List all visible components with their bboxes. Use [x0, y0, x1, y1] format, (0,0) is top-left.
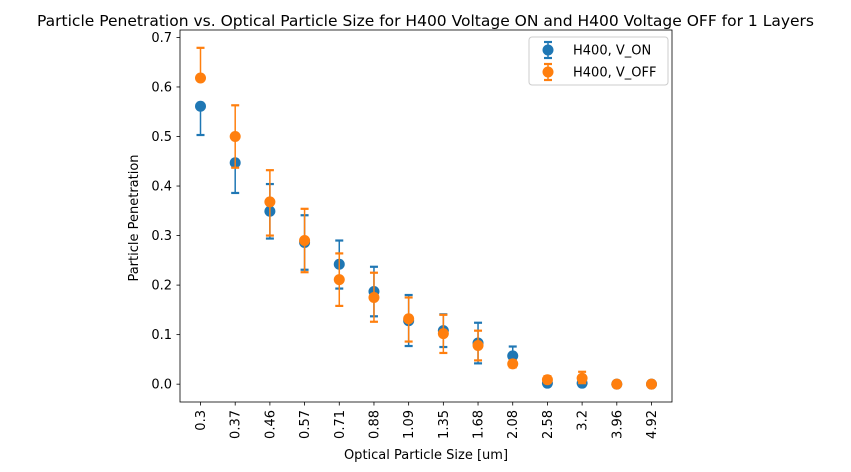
y-tick-label: 0.1 [151, 328, 172, 343]
x-tick-label: 0.57 [298, 410, 313, 439]
x-tick-label: 4.92 [645, 410, 660, 439]
x-tick-label: 0.88 [367, 410, 382, 439]
x-tick-label: 1.35 [437, 410, 452, 439]
legend-label: H400, V_ON [573, 44, 651, 59]
legend-frame [528, 36, 669, 86]
legend-marker [542, 44, 554, 56]
data-point [646, 378, 657, 390]
y-tick-label: 0.4 [151, 180, 172, 195]
data-point [507, 350, 519, 362]
data-point [541, 374, 553, 386]
y-tick-label: 0.5 [151, 130, 172, 145]
data-point [611, 378, 623, 390]
axes-frame [179, 29, 673, 403]
y-tick-label: 0.3 [151, 229, 172, 244]
x-tick-label: 1.09 [402, 410, 417, 439]
data-point [333, 274, 345, 286]
x-tick-label: 1.68 [472, 410, 487, 439]
x-tick-label: 3.2 [576, 410, 591, 431]
legend-label: H400, V_OFF [573, 66, 656, 81]
y-axis-label: Particle Penetration [127, 154, 142, 281]
y-tick-label: 0.6 [151, 80, 172, 95]
data-point [507, 358, 519, 370]
x-tick-label: 2.08 [506, 410, 521, 439]
legend: H400, V_ON H400, V_OFF [528, 36, 669, 86]
data-point [299, 235, 311, 247]
chart-title: Particle Penetration vs. Optical Particl… [37, 12, 814, 30]
data-point [195, 72, 206, 84]
data-point [472, 340, 484, 352]
x-axis-label: Optical Particle Size [um] [344, 448, 508, 463]
data-point [403, 313, 415, 325]
series-v-off [195, 46, 657, 390]
x-tick-label: 2.58 [541, 410, 556, 439]
y-tick-label: 0.2 [151, 279, 172, 294]
x-tick-label: 3.96 [610, 410, 625, 439]
data-point [264, 196, 276, 208]
y-tick-label: 0.0 [151, 378, 172, 393]
plot-area: 0.0 0.1 0.2 0.3 0.4 0.5 0.6 0.7 0.3 0.37 0.46 0.57 0… [151, 29, 673, 439]
x-tick-label: 0.37 [229, 410, 244, 439]
data-point [437, 328, 449, 340]
data-point [229, 130, 241, 142]
y-tick-label: 0.7 [151, 31, 172, 46]
x-tick-label: 0.71 [333, 410, 348, 439]
data-point [576, 372, 588, 384]
x-tick-label: 0.3 [194, 410, 209, 431]
data-point [195, 100, 206, 112]
data-point [368, 291, 380, 303]
legend-marker [542, 66, 554, 78]
x-tick-label: 0.46 [263, 410, 278, 439]
